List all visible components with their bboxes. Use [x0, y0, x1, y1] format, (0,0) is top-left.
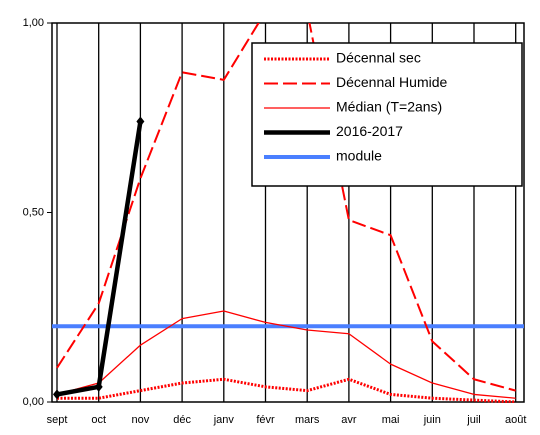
legend-label: 2016-2017 [336, 123, 403, 139]
x-tick-label: mai [382, 414, 400, 426]
legend-box [251, 42, 523, 187]
marker [94, 381, 103, 392]
x-tick-label: août [505, 414, 526, 426]
series-line [56, 310, 516, 399]
x-tick-label: juil [466, 414, 480, 426]
marker [136, 116, 145, 127]
x-tick-label: déc [173, 414, 191, 426]
x-tick-label: mars [295, 414, 320, 426]
y-tick-label: 0,50 [23, 206, 44, 218]
x-tick-label: févr [256, 414, 275, 426]
y-tick-label: 1,00 [23, 17, 44, 29]
x-tick-label: sept [47, 414, 68, 426]
legend-label: Décennal sec [336, 50, 421, 66]
y-tick-label: 0,00 [23, 396, 44, 408]
x-tick-label: avr [341, 414, 357, 426]
marker [53, 389, 61, 400]
legend-label: Médian (T=2ans) [336, 99, 442, 115]
x-tick-label: juin [423, 414, 441, 426]
legend-label: module [336, 148, 382, 164]
x-tick-label: oct [91, 414, 106, 426]
plot-area [52, 23, 524, 403]
legend-label: Décennal Humide [336, 74, 447, 90]
series-line [56, 23, 516, 392]
x-tick-label: nov [132, 414, 150, 426]
x-tick-label: janv [213, 414, 235, 426]
series-line [57, 377, 516, 403]
